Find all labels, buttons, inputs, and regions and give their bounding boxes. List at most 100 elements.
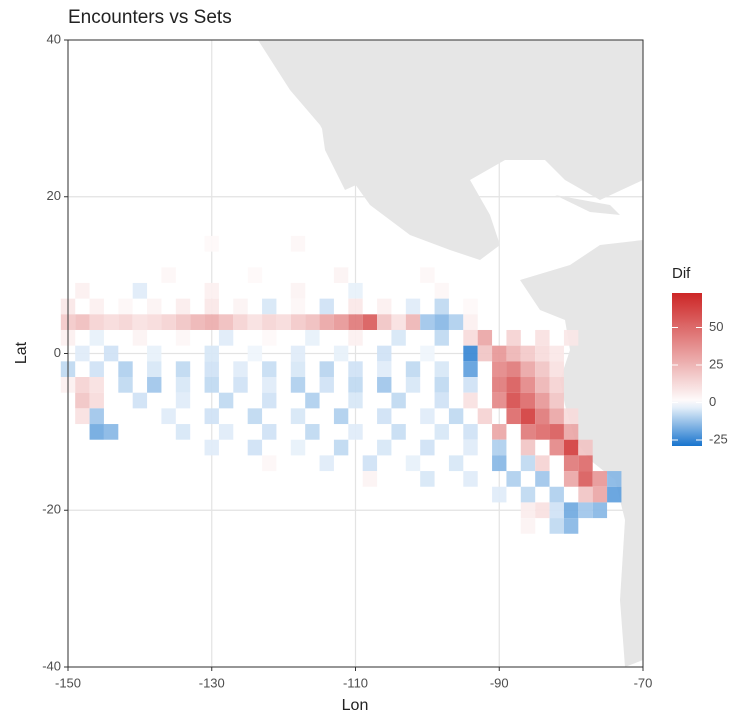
tile xyxy=(563,455,579,472)
tile xyxy=(492,361,507,378)
tile xyxy=(477,408,493,425)
tile xyxy=(506,345,521,362)
tile xyxy=(578,455,593,472)
tile xyxy=(563,518,579,534)
tile xyxy=(333,345,349,362)
tile xyxy=(305,424,320,440)
tile xyxy=(147,345,162,362)
x-tick-label: -90 xyxy=(490,675,509,690)
tile xyxy=(89,408,104,425)
tile xyxy=(290,282,306,299)
tile xyxy=(161,267,176,283)
tile xyxy=(506,392,521,409)
y-tick-label: 20 xyxy=(47,188,61,203)
tile xyxy=(103,345,119,362)
tile xyxy=(535,361,550,378)
tile xyxy=(420,439,435,456)
tile xyxy=(348,424,363,440)
tile xyxy=(247,314,263,330)
tile xyxy=(319,361,334,378)
tile xyxy=(492,424,507,440)
y-tick-label: 0 xyxy=(54,345,61,360)
tile xyxy=(89,361,104,378)
tile xyxy=(563,329,579,346)
y-tick-label: -20 xyxy=(42,502,61,517)
tile xyxy=(262,361,277,378)
tile xyxy=(391,314,406,330)
tile xyxy=(75,314,90,330)
y-tick-label: -40 xyxy=(42,658,61,673)
tile xyxy=(348,377,363,393)
tile xyxy=(520,408,536,425)
tile xyxy=(89,298,104,315)
tile xyxy=(492,377,507,393)
tile xyxy=(549,392,564,409)
x-axis-title: Lon xyxy=(342,697,369,714)
colorbar xyxy=(672,293,702,446)
tile xyxy=(218,424,234,440)
tile xyxy=(434,392,449,409)
tile xyxy=(247,345,263,362)
tile xyxy=(204,235,219,252)
land xyxy=(258,40,643,667)
tile xyxy=(592,486,608,503)
baja-california xyxy=(318,100,356,190)
tile xyxy=(535,392,550,409)
colorbar-label: -25 xyxy=(709,431,728,446)
legend-title: Dif xyxy=(672,265,691,282)
tile xyxy=(118,298,133,315)
tile xyxy=(506,377,521,393)
tile xyxy=(477,345,493,362)
tile xyxy=(549,486,564,503)
tile xyxy=(175,329,191,346)
tile xyxy=(377,314,392,330)
tile xyxy=(477,329,493,346)
x-tick-label: -130 xyxy=(199,675,225,690)
tile xyxy=(175,361,191,378)
tile xyxy=(218,314,234,330)
tile xyxy=(391,424,406,440)
tile xyxy=(362,455,378,472)
tile xyxy=(233,361,248,378)
tile xyxy=(592,471,608,487)
tile xyxy=(319,455,334,472)
tile xyxy=(563,471,579,487)
tile xyxy=(204,298,219,315)
tile xyxy=(118,314,133,330)
tile xyxy=(161,408,176,425)
tile xyxy=(520,502,536,519)
tile xyxy=(492,345,507,362)
tile xyxy=(348,392,363,409)
tile xyxy=(233,298,248,315)
tile xyxy=(563,502,579,519)
tile xyxy=(535,455,550,472)
tile xyxy=(89,377,104,393)
tile xyxy=(103,314,119,330)
tile xyxy=(463,361,478,378)
tile xyxy=(290,408,306,425)
tile xyxy=(247,439,263,456)
tile xyxy=(204,282,219,299)
tile xyxy=(262,377,277,393)
tile xyxy=(333,439,349,456)
tile xyxy=(290,314,306,330)
tile xyxy=(305,314,320,330)
tile xyxy=(175,314,191,330)
tile xyxy=(175,298,191,315)
x-tick-label: -110 xyxy=(343,675,368,690)
tiles xyxy=(60,235,622,534)
y-axis-title: Lat xyxy=(13,341,30,364)
tile xyxy=(218,392,234,409)
tile xyxy=(405,455,421,472)
tile xyxy=(233,377,248,393)
tile xyxy=(463,377,478,393)
tile xyxy=(520,518,536,534)
tile xyxy=(607,471,622,487)
tile xyxy=(89,314,104,330)
tile xyxy=(147,298,162,315)
tile xyxy=(405,361,421,378)
tile xyxy=(420,408,435,425)
tile xyxy=(463,424,478,440)
tile xyxy=(290,361,306,378)
